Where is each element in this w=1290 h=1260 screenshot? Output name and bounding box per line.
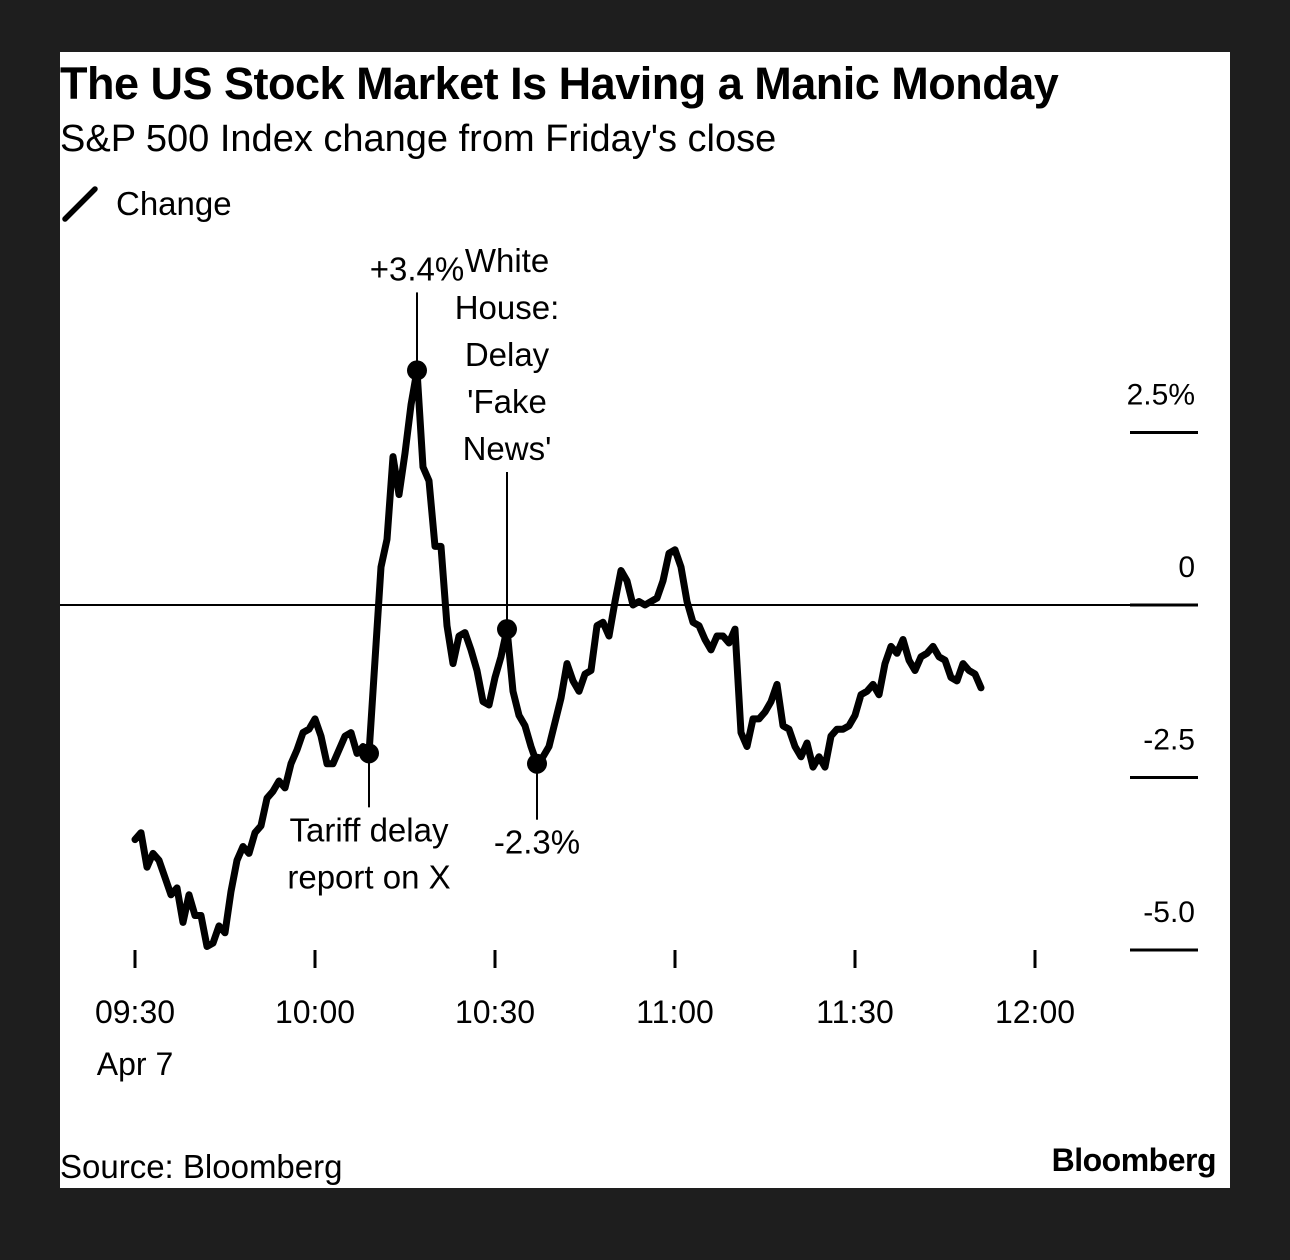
annotation-marker (359, 743, 379, 764)
annotation-label: News' (463, 430, 552, 467)
chart-title: The US Stock Market Is Having a Manic Mo… (60, 58, 1059, 109)
annotation-label: Tariff delay (290, 811, 449, 848)
annotation-marker (407, 360, 427, 381)
x-tick-label: 11:30 (816, 994, 894, 1030)
x-tick-label: 10:30 (455, 994, 535, 1030)
y-tick-label: -5.0 (1143, 896, 1195, 929)
chart-subtitle: S&P 500 Index change from Friday's close (60, 118, 777, 160)
y-tick-label: 0 (1178, 551, 1195, 584)
x-tick-label: 12:00 (995, 994, 1075, 1030)
annotation-label: White (465, 242, 549, 279)
x-date-label: Apr 7 (97, 1046, 173, 1082)
y-tick-label: 2.5% (1127, 379, 1195, 412)
source-note: Source: Bloomberg (60, 1148, 343, 1185)
annotation-marker (497, 619, 517, 640)
legend: Change (62, 184, 232, 224)
plot-area: 2.5% 0 -2.5 -5.0 09:30 Apr 7 10:00 10:30 11:00 11… (60, 242, 1198, 1082)
x-tick-label: 10:00 (275, 994, 355, 1030)
chart-card: The US Stock Market Is Having a Manic Mo… (60, 52, 1230, 1188)
series-line (131, 366, 985, 950)
legend-label: Change (116, 185, 232, 222)
y-tick-label: -2.5 (1143, 724, 1195, 757)
annotation-label: House: (455, 289, 560, 326)
annotation-label: report on X (287, 858, 450, 895)
bloomberg-logo: Bloomberg (1051, 1142, 1217, 1178)
legend-line-icon (62, 186, 98, 222)
x-tick-label: 09:30 (95, 994, 175, 1030)
annotation-label: Delay (465, 336, 550, 373)
x-tick-label: 11:00 (636, 994, 714, 1030)
annotation-label: 'Fake (467, 383, 547, 420)
annotation-marker (527, 753, 547, 774)
annotation-label: -2.3% (494, 824, 580, 861)
annotation-label: +3.4% (370, 250, 465, 287)
